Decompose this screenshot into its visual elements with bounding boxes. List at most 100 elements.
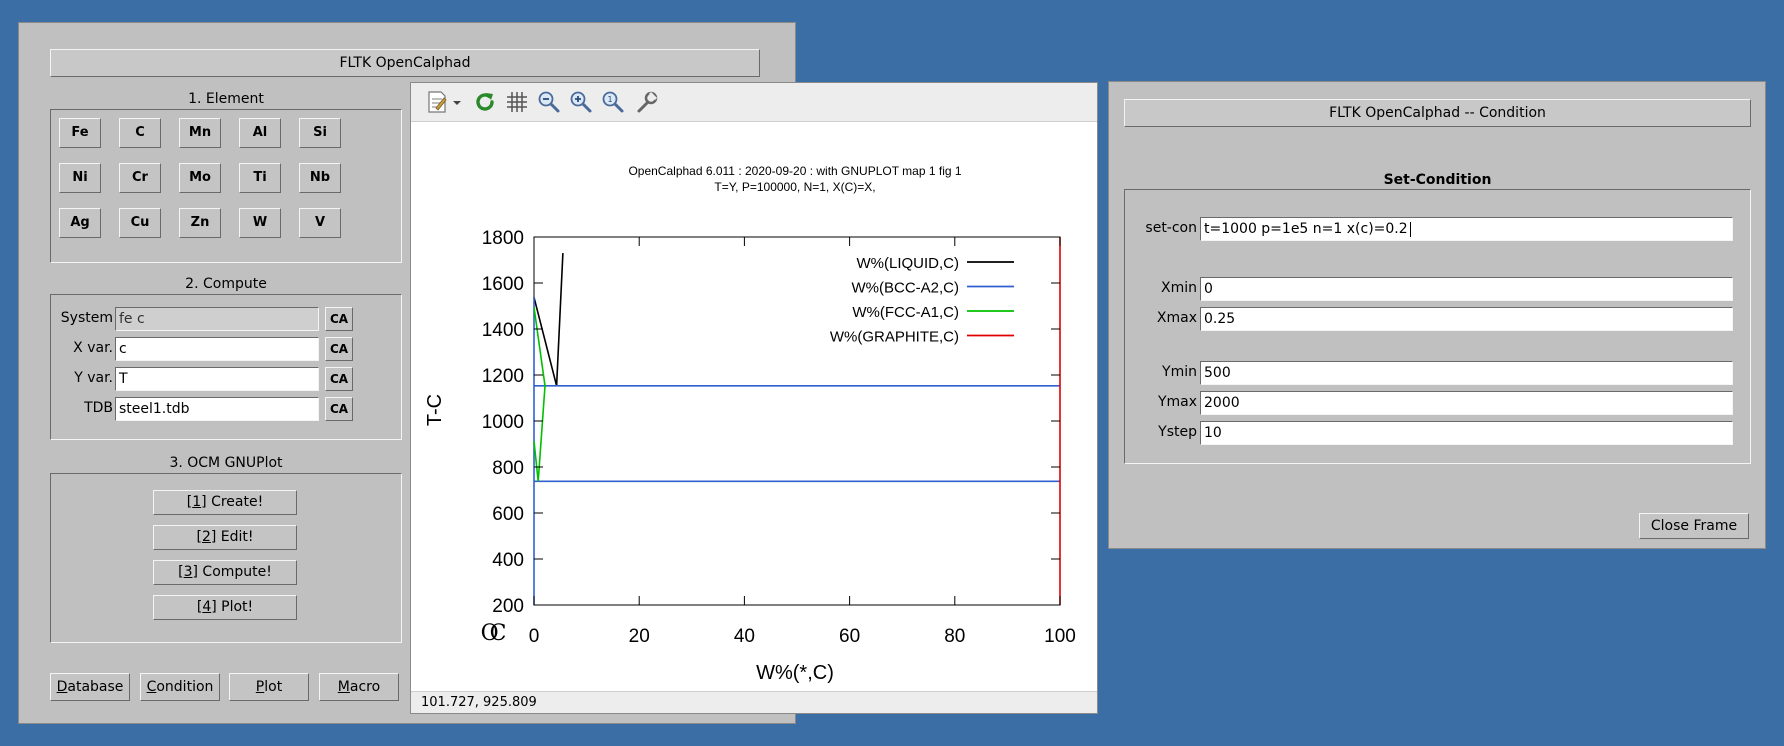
y-axis-label: T-C (424, 394, 446, 426)
plot-label-rest: lot (264, 679, 283, 695)
zoom-previous-icon[interactable] (537, 90, 561, 114)
x-tick-label: 0 (529, 626, 540, 647)
set-condition-group-label: Set-Condition (1383, 172, 1492, 188)
macro-button[interactable]: Macro (319, 673, 399, 701)
y-tick-label: 1400 (482, 320, 524, 341)
x-tick-label: 20 (629, 626, 650, 647)
system-ca-button[interactable]: CA (325, 307, 353, 331)
y-tick-label: 800 (492, 458, 524, 479)
element-button-w[interactable]: W (239, 208, 281, 238)
element-button-cr[interactable]: Cr (119, 163, 161, 193)
x-var-input[interactable]: c (115, 337, 319, 361)
element-group-label: 1. Element (188, 91, 264, 107)
database-button[interactable]: Database (50, 673, 130, 701)
create-label-post: ] Create! (201, 494, 264, 510)
xmax-input[interactable]: 0.25 (1200, 307, 1733, 331)
element-button-nb[interactable]: Nb (299, 163, 341, 193)
legend-label-w-bcc-a2-c: W%(BCC-A2,C) (852, 280, 960, 297)
autoscale-icon[interactable]: 1 (601, 90, 625, 114)
edit-button[interactable]: [2] Edit! (153, 525, 297, 550)
tdb-input[interactable]: steel1.tdb (115, 397, 319, 421)
gnuplot-group-label: 3. OCM GNUPlot (169, 455, 283, 471)
create-button[interactable]: [1] Create! (153, 490, 297, 515)
ystep-input[interactable]: 10 (1200, 421, 1733, 445)
ymax-input[interactable]: 2000 (1200, 391, 1733, 415)
element-button-mn[interactable]: Mn (179, 118, 221, 148)
tdb-ca-button[interactable]: CA (325, 397, 353, 421)
plot-button[interactable]: [4] Plot! (153, 595, 297, 620)
xmin-input[interactable]: 0 (1200, 277, 1733, 301)
ymax-label: Ymax (1157, 394, 1197, 410)
database-shortcut: D (56, 679, 68, 695)
condition-button[interactable]: Condition (140, 673, 220, 701)
chart-title: OpenCalphad 6.011 : 2020-09-20 : with GN… (628, 164, 961, 178)
y-var-label: Y var. (74, 370, 113, 386)
element-button-cu[interactable]: Cu (119, 208, 161, 238)
xmax-label: Xmax (1156, 310, 1197, 326)
y-var-input[interactable]: T (115, 367, 319, 391)
settings-icon[interactable] (635, 90, 659, 114)
plot-statusbar: 101.727, 925.809 (411, 691, 1097, 713)
element-button-ag[interactable]: Ag (59, 208, 101, 238)
create-shortcut: 1 (192, 494, 202, 510)
ymin-input[interactable]: 500 (1200, 361, 1733, 385)
grid-icon[interactable] (505, 90, 529, 114)
text-cursor (1409, 221, 1411, 237)
x-tick-label: 40 (734, 626, 755, 647)
xmin-label: Xmin (1161, 280, 1197, 296)
origin-glyph: OC (481, 621, 506, 646)
y-tick-label: 1000 (482, 412, 524, 433)
setcon-input[interactable]: t=1000 p=1e5 n=1 x(c)=0.2 (1200, 217, 1733, 241)
y-tick-label: 200 (492, 596, 524, 617)
y-tick-label: 1600 (482, 274, 524, 295)
element-button-c[interactable]: C (119, 118, 161, 148)
y-tick-label: 1200 (482, 366, 524, 387)
x-var-ca-button[interactable]: CA (325, 337, 353, 361)
export-icon[interactable] (425, 90, 465, 114)
macro-shortcut: M (337, 679, 350, 695)
x-tick-label: 80 (944, 626, 965, 647)
plot-label-post: ] Plot! (211, 599, 254, 615)
create-label-pre: [ (186, 494, 193, 510)
plot-shortcut: P (255, 679, 265, 695)
edit-shortcut: 2 (201, 529, 211, 545)
setcon-label: set-con (1145, 220, 1197, 236)
x-tick-label: 100 (1044, 626, 1076, 647)
edit-label-pre: [ (196, 529, 202, 545)
system-input[interactable]: fe c (115, 307, 319, 331)
macro-label-rest: acro (349, 679, 381, 695)
condition-window: FLTK OpenCalphad -- Condition Set-Condit… (1108, 81, 1766, 549)
condition-label-rest: ondition (156, 679, 214, 695)
plot-button[interactable]: Plot (229, 673, 309, 701)
element-button-ti[interactable]: Ti (239, 163, 281, 193)
phase-diagram-chart[interactable]: OpenCalphad 6.011 : 2020-09-20 : with GN… (411, 122, 1097, 690)
gnuplot-group: [1] Create! [2] Edit! [3] Compute! [4] Plot… (50, 473, 402, 643)
element-button-al[interactable]: Al (239, 118, 281, 148)
y-var-ca-button[interactable]: CA (325, 367, 353, 391)
legend-label-w-liquid-c: W%(LIQUID,C) (857, 255, 960, 272)
legend-label-w-graphite-c: W%(GRAPHITE,C) (830, 329, 959, 346)
y-tick-label: 600 (492, 504, 524, 525)
element-button-zn[interactable]: Zn (179, 208, 221, 238)
plot-shortcut: 4 (202, 599, 212, 615)
zoom-next-icon[interactable] (569, 90, 593, 114)
replot-icon[interactable] (473, 90, 497, 114)
plot-label-pre: [ (196, 599, 203, 615)
compute-label-post: ] Compute! (192, 564, 272, 580)
compute-shortcut: 3 (183, 564, 193, 580)
x-var-label: X var. (73, 340, 113, 356)
element-button-mo[interactable]: Mo (179, 163, 221, 193)
series-line-w-liquid-c (533, 253, 564, 386)
y-tick-label: 1800 (482, 228, 524, 249)
element-button-v[interactable]: V (299, 208, 341, 238)
compute-group-label: 2. Compute (185, 276, 267, 292)
element-button-ni[interactable]: Ni (59, 163, 101, 193)
ystep-label: Ystep (1158, 424, 1197, 440)
element-button-si[interactable]: Si (299, 118, 341, 148)
compute-button[interactable]: [3] Compute! (153, 560, 297, 585)
close-frame-button[interactable]: Close Frame (1639, 513, 1749, 539)
setcon-value: t=1000 p=1e5 n=1 x(c)=0.2 (1204, 221, 1408, 237)
gnuplot-window: 1 OpenCalphad 6.011 : 2020-09-20 : with … (410, 82, 1098, 714)
element-button-fe[interactable]: Fe (59, 118, 101, 148)
edit-label-post: ] Edit! (210, 529, 254, 545)
